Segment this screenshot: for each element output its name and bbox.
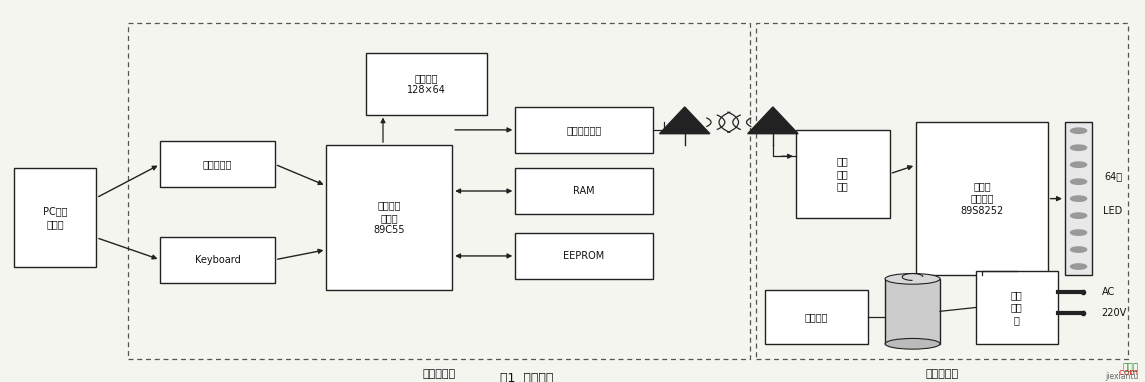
Text: 显示屏部分: 显示屏部分	[925, 369, 958, 379]
Text: AC: AC	[1101, 286, 1115, 296]
Circle shape	[1071, 145, 1087, 151]
Text: 移动控制器: 移动控制器	[423, 369, 456, 379]
Text: 单片机控
制电路
89C55: 单片机控 制电路 89C55	[373, 200, 405, 235]
Text: 串口收发器: 串口收发器	[203, 159, 232, 169]
Text: PC机取
模软件: PC机取 模软件	[42, 207, 68, 229]
Text: RAM: RAM	[574, 186, 594, 196]
Text: 64位: 64位	[1104, 171, 1122, 181]
Polygon shape	[748, 107, 798, 134]
Circle shape	[1071, 196, 1087, 201]
Text: 直流
调速
器: 直流 调速 器	[1011, 290, 1022, 325]
Text: LED: LED	[1104, 206, 1122, 216]
Circle shape	[1071, 230, 1087, 235]
Bar	[916, 122, 1048, 275]
Bar	[885, 279, 940, 344]
Circle shape	[1071, 264, 1087, 269]
Bar	[128, 23, 750, 359]
Bar	[515, 233, 653, 279]
Circle shape	[1071, 247, 1087, 252]
Bar	[515, 107, 653, 153]
Bar	[515, 168, 653, 214]
Text: EEPROM: EEPROM	[563, 251, 605, 261]
Bar	[326, 145, 452, 290]
Circle shape	[1071, 179, 1087, 185]
Text: 220V: 220V	[1101, 308, 1127, 318]
Bar	[160, 141, 275, 187]
Text: 单片机
控制电路
89S8252: 单片机 控制电路 89S8252	[961, 181, 1003, 216]
Text: 接线图: 接线图	[1122, 363, 1138, 372]
Ellipse shape	[885, 274, 940, 284]
Text: 自制电刷: 自制电刷	[805, 312, 828, 322]
Text: 无线
接收
模块: 无线 接收 模块	[837, 156, 848, 191]
Text: .com: .com	[1116, 368, 1138, 377]
Circle shape	[1071, 213, 1087, 218]
Polygon shape	[660, 107, 710, 134]
Text: Keyboard: Keyboard	[195, 255, 240, 265]
Bar	[976, 271, 1058, 344]
Bar	[14, 168, 96, 267]
Circle shape	[1071, 128, 1087, 133]
Bar	[796, 130, 890, 218]
Text: 无线发送模块: 无线发送模块	[567, 125, 601, 135]
Text: 液晶显示
128×64: 液晶显示 128×64	[408, 73, 445, 95]
Text: 图1  硬件框图: 图1 硬件框图	[500, 372, 553, 382]
Bar	[756, 23, 1128, 359]
Bar	[1065, 122, 1092, 275]
Bar	[765, 290, 868, 344]
Text: jiexiantu: jiexiantu	[1105, 372, 1138, 381]
Bar	[160, 237, 275, 283]
Ellipse shape	[885, 338, 940, 349]
Bar	[366, 53, 487, 115]
Circle shape	[1071, 162, 1087, 167]
